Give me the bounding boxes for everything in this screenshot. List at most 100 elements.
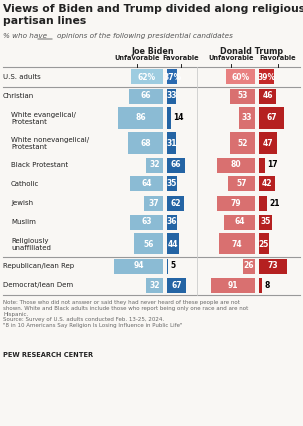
Bar bbox=[211, 277, 255, 293]
Text: U.S. adults: U.S. adults bbox=[3, 74, 41, 80]
Bar bbox=[167, 132, 176, 153]
Text: 64: 64 bbox=[141, 179, 152, 188]
Text: 52: 52 bbox=[237, 138, 248, 147]
Bar bbox=[130, 215, 163, 230]
Bar bbox=[239, 107, 255, 129]
Text: 79: 79 bbox=[231, 199, 241, 207]
Bar bbox=[230, 132, 255, 153]
Text: 67: 67 bbox=[171, 280, 182, 290]
Bar bbox=[167, 158, 185, 173]
Text: 42: 42 bbox=[262, 179, 272, 188]
Text: 35: 35 bbox=[261, 218, 271, 227]
Bar bbox=[226, 69, 255, 84]
Text: 91: 91 bbox=[228, 280, 238, 290]
Bar bbox=[167, 107, 171, 129]
Text: Christian: Christian bbox=[3, 93, 34, 99]
Text: Black Protestant: Black Protestant bbox=[11, 162, 68, 168]
Text: 37: 37 bbox=[148, 199, 159, 207]
Text: 39%: 39% bbox=[257, 72, 275, 81]
Text: PEW RESEARCH CENTER: PEW RESEARCH CENTER bbox=[3, 352, 93, 358]
Text: 64: 64 bbox=[235, 218, 245, 227]
Text: 26: 26 bbox=[244, 262, 254, 271]
Text: opinions of the following presidential candidates: opinions of the following presidential c… bbox=[57, 33, 233, 39]
Text: White nonevangelical/
Protestant: White nonevangelical/ Protestant bbox=[11, 136, 89, 150]
Text: 35: 35 bbox=[167, 179, 177, 188]
Text: 33: 33 bbox=[166, 92, 177, 101]
Text: Republican/lean Rep: Republican/lean Rep bbox=[3, 263, 74, 269]
Text: 44: 44 bbox=[168, 239, 178, 248]
Text: 68: 68 bbox=[140, 138, 151, 147]
Text: Unfavorable: Unfavorable bbox=[114, 55, 160, 61]
Text: 66: 66 bbox=[171, 161, 181, 170]
Text: 14: 14 bbox=[173, 113, 183, 123]
Bar bbox=[167, 215, 177, 230]
Text: 37%: 37% bbox=[163, 72, 181, 81]
Bar bbox=[242, 259, 255, 273]
Text: 53: 53 bbox=[237, 92, 248, 101]
Bar bbox=[146, 277, 163, 293]
Text: 21: 21 bbox=[269, 199, 279, 207]
Text: Catholic: Catholic bbox=[11, 181, 39, 187]
Bar bbox=[217, 196, 255, 210]
Text: Favorable: Favorable bbox=[260, 55, 296, 61]
Text: Democrat/lean Dem: Democrat/lean Dem bbox=[3, 282, 73, 288]
Text: 56: 56 bbox=[143, 239, 154, 248]
Text: 57: 57 bbox=[236, 179, 247, 188]
Bar bbox=[259, 89, 276, 104]
Bar bbox=[259, 277, 262, 293]
Text: Note: Those who did not answer or said they had never heard of these people are : Note: Those who did not answer or said t… bbox=[3, 300, 248, 328]
Text: 86: 86 bbox=[135, 113, 146, 123]
Text: 32: 32 bbox=[149, 280, 160, 290]
Bar bbox=[167, 196, 184, 210]
Bar bbox=[129, 89, 163, 104]
Text: Views of Biden and Trump divided along religious and
partisan lines: Views of Biden and Trump divided along r… bbox=[3, 4, 303, 26]
Bar bbox=[228, 176, 255, 192]
Text: Donald Trump: Donald Trump bbox=[221, 47, 284, 56]
Bar bbox=[131, 69, 163, 84]
Bar bbox=[259, 233, 268, 254]
Text: 60%: 60% bbox=[231, 72, 250, 81]
Bar bbox=[259, 259, 287, 273]
Text: 94: 94 bbox=[133, 262, 144, 271]
Bar bbox=[259, 107, 285, 129]
Text: 80: 80 bbox=[231, 161, 241, 170]
Text: 33: 33 bbox=[242, 113, 252, 123]
Bar bbox=[130, 176, 163, 192]
Bar bbox=[259, 158, 265, 173]
Bar bbox=[146, 158, 163, 173]
Bar bbox=[167, 69, 177, 84]
Bar bbox=[259, 132, 277, 153]
Bar bbox=[167, 259, 168, 273]
Bar bbox=[167, 277, 186, 293]
Bar bbox=[259, 176, 275, 192]
Text: 74: 74 bbox=[232, 239, 243, 248]
Text: 46: 46 bbox=[262, 92, 273, 101]
Text: 67: 67 bbox=[266, 113, 277, 123]
Text: Favorable: Favorable bbox=[163, 55, 199, 61]
Text: % who have: % who have bbox=[3, 33, 47, 39]
Text: 36: 36 bbox=[167, 218, 177, 227]
Text: 62%: 62% bbox=[138, 72, 156, 81]
Bar bbox=[144, 196, 163, 210]
Bar bbox=[230, 89, 255, 104]
Text: 32: 32 bbox=[149, 161, 160, 170]
Bar bbox=[114, 259, 163, 273]
Bar bbox=[217, 158, 255, 173]
Text: 25: 25 bbox=[258, 239, 269, 248]
Text: 47: 47 bbox=[263, 138, 273, 147]
Text: Jewish: Jewish bbox=[11, 200, 33, 206]
Bar bbox=[128, 132, 163, 153]
Text: Joe Biden: Joe Biden bbox=[132, 47, 174, 56]
Text: 5: 5 bbox=[170, 262, 175, 271]
Bar bbox=[224, 215, 255, 230]
Text: 62: 62 bbox=[170, 199, 181, 207]
Text: Muslim: Muslim bbox=[11, 219, 36, 225]
Bar bbox=[167, 233, 179, 254]
Text: 73: 73 bbox=[268, 262, 278, 271]
Bar bbox=[167, 176, 177, 192]
Text: White evangelical/
Protestant: White evangelical/ Protestant bbox=[11, 112, 76, 124]
Bar bbox=[259, 69, 274, 84]
Bar bbox=[219, 233, 255, 254]
Text: Unfavorable: Unfavorable bbox=[208, 55, 254, 61]
Text: 8: 8 bbox=[264, 280, 269, 290]
